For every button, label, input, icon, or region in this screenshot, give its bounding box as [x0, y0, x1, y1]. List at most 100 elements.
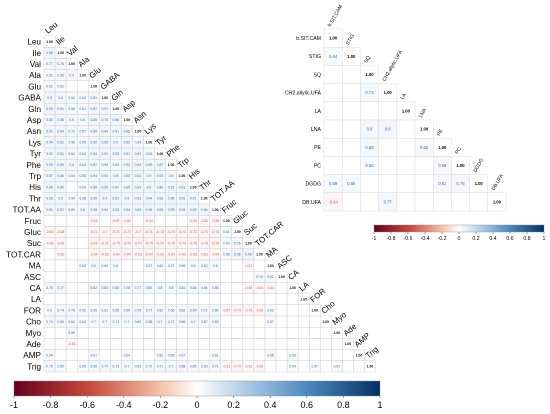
heatmap-cell [132, 338, 144, 350]
correlation-value-label: 0.61 [90, 353, 97, 357]
correlation-value-label: 0.54 [46, 353, 53, 357]
colorbar-tick-label: 1 [543, 236, 546, 242]
colorbar-tick-label: 1 [377, 400, 382, 410]
correlation-value-label: 0.93 [157, 174, 164, 178]
correlation-value-label: 0.9 [125, 197, 130, 201]
heatmap-cell [121, 271, 133, 283]
correlation-value-label: -0.64 [167, 253, 175, 257]
lipid-correlation-heatmap: 1.00 0.64 1.00 1.00 0.73 1.00 1.00 0.8 0.8 1.00 0.… [285, 4, 546, 242]
colorbar-tick-label: 0.8 [337, 400, 350, 410]
correlation-value-label: -0.63 [156, 253, 164, 257]
correlation-value-label: 0.77 [146, 309, 153, 313]
correlation-value-label: 0.94 [146, 197, 153, 201]
correlation-value-label: -0.71 [112, 230, 120, 234]
column-label: AMP [353, 331, 372, 349]
heatmap-cell [275, 282, 288, 294]
heatmap-cell [198, 349, 210, 361]
heatmap-cell [165, 338, 177, 350]
correlation-value-label: 0.95 [90, 208, 97, 212]
correlation-value-label: 0.76 [68, 309, 75, 313]
heatmap-cell [231, 282, 244, 294]
correlation-value-label: -0.62 [57, 241, 65, 245]
correlation-value-label: 0.72 [146, 365, 153, 369]
heatmap-cell [65, 271, 78, 283]
correlation-value-label: -0.63 [256, 365, 264, 369]
correlation-value-label: -0.64 [211, 253, 219, 257]
diagonal-value-label: 1.00 [300, 297, 307, 301]
diagonal-value-label: 1.00 [223, 219, 230, 223]
heatmap-cell [88, 338, 100, 350]
correlation-value-label: 0.9 [169, 174, 174, 178]
correlation-value-label: -0.74 [200, 241, 208, 245]
correlation-value-label: -0.64 [90, 253, 98, 257]
correlation-value-label: 0.91 [57, 107, 64, 111]
correlation-value-label: -0.75 [112, 241, 120, 245]
heatmap-cell [220, 327, 233, 339]
heatmap-cell [264, 293, 277, 305]
correlation-value-label: 0.91 [101, 152, 108, 156]
column-label: Ade [342, 322, 359, 338]
heatmap-cell [342, 138, 361, 157]
heatmap-cell [323, 138, 343, 157]
row-label: LA [31, 295, 42, 304]
column-label: ASC [275, 253, 294, 271]
correlation-value-label: -0.64 [112, 253, 120, 257]
correlation-value-label: 0.92 [46, 118, 53, 122]
colorbar-tick-label: 0.2 [227, 400, 240, 410]
correlation-value-label: 0.68 [179, 365, 186, 369]
correlation-value-label: 0.98 [245, 253, 252, 257]
heatmap-cell [165, 215, 177, 227]
colorbar-tick-label: -0.6 [79, 400, 95, 410]
heatmap-cell [231, 338, 244, 350]
correlation-value-label: -0.63 [134, 253, 142, 257]
correlation-value-label: 0.96 [201, 208, 208, 212]
correlation-value-label: 0.78 [124, 286, 131, 290]
heatmap-cell [143, 293, 155, 305]
correlation-value-label: 0.94 [46, 141, 53, 145]
correlation-value-label: 0.93 [157, 197, 164, 201]
colorbar-tick-label: -0.6 [404, 236, 413, 242]
correlation-value-label: 0.84 [201, 286, 208, 290]
correlation-value-label: 0.75 [256, 275, 263, 279]
correlation-value-label: 0.62 [267, 275, 274, 279]
row-label: Asn [27, 127, 42, 136]
heatmap-cell [297, 360, 310, 373]
correlation-value-label: 0.54 [79, 152, 86, 156]
heatmap-cell [76, 248, 89, 261]
correlation-value-label: 0.57 [79, 129, 86, 133]
correlation-value-label: 0.6 [69, 73, 74, 77]
column-label: FOR [309, 286, 328, 304]
heatmap-cell [76, 293, 89, 305]
heatmap-cell [309, 315, 321, 328]
correlation-value-label: 0.7 [91, 320, 96, 324]
diagonal-value-label: 1.00 [267, 264, 274, 268]
column-label: DB.UFA [491, 173, 506, 192]
correlation-value-label: 0.55 [168, 353, 175, 357]
correlation-value-label: 0.62 [157, 309, 164, 313]
column-label: LNA [418, 107, 428, 119]
row-label: b.SIT.CAM [296, 36, 321, 42]
heatmap-cell [43, 338, 56, 350]
column-label: Asp [121, 98, 138, 114]
correlation-value-label: 0.92 [135, 185, 142, 189]
correlation-value-label: 0.89 [90, 185, 97, 189]
correlation-value-label: -0.52 [68, 342, 76, 346]
heatmap-cell [323, 101, 343, 121]
correlation-value-label: -0.51 [256, 286, 264, 290]
diagonal-value-label: 1.00 [201, 197, 208, 201]
correlation-value-label: 0.59 [329, 181, 338, 186]
heatmap-cell [54, 271, 67, 283]
correlation-value-label: 0.52 [57, 85, 64, 89]
heatmap-cell [132, 259, 144, 272]
correlation-value-label: 0.89 [57, 163, 64, 167]
row-label: Gluc [24, 228, 41, 237]
correlation-value-label: 0.9 [113, 174, 118, 178]
heatmap-cell [264, 338, 277, 350]
heatmap-cell [65, 360, 78, 373]
correlation-value-label: 0.54 [124, 353, 131, 357]
correlation-value-label: 0.94 [124, 208, 131, 212]
correlation-value-label: 0.53 [79, 264, 86, 268]
row-label: MA [29, 262, 42, 271]
correlation-value-label: 0.87 [157, 163, 164, 167]
correlation-value-label: 0.54 [223, 241, 230, 245]
